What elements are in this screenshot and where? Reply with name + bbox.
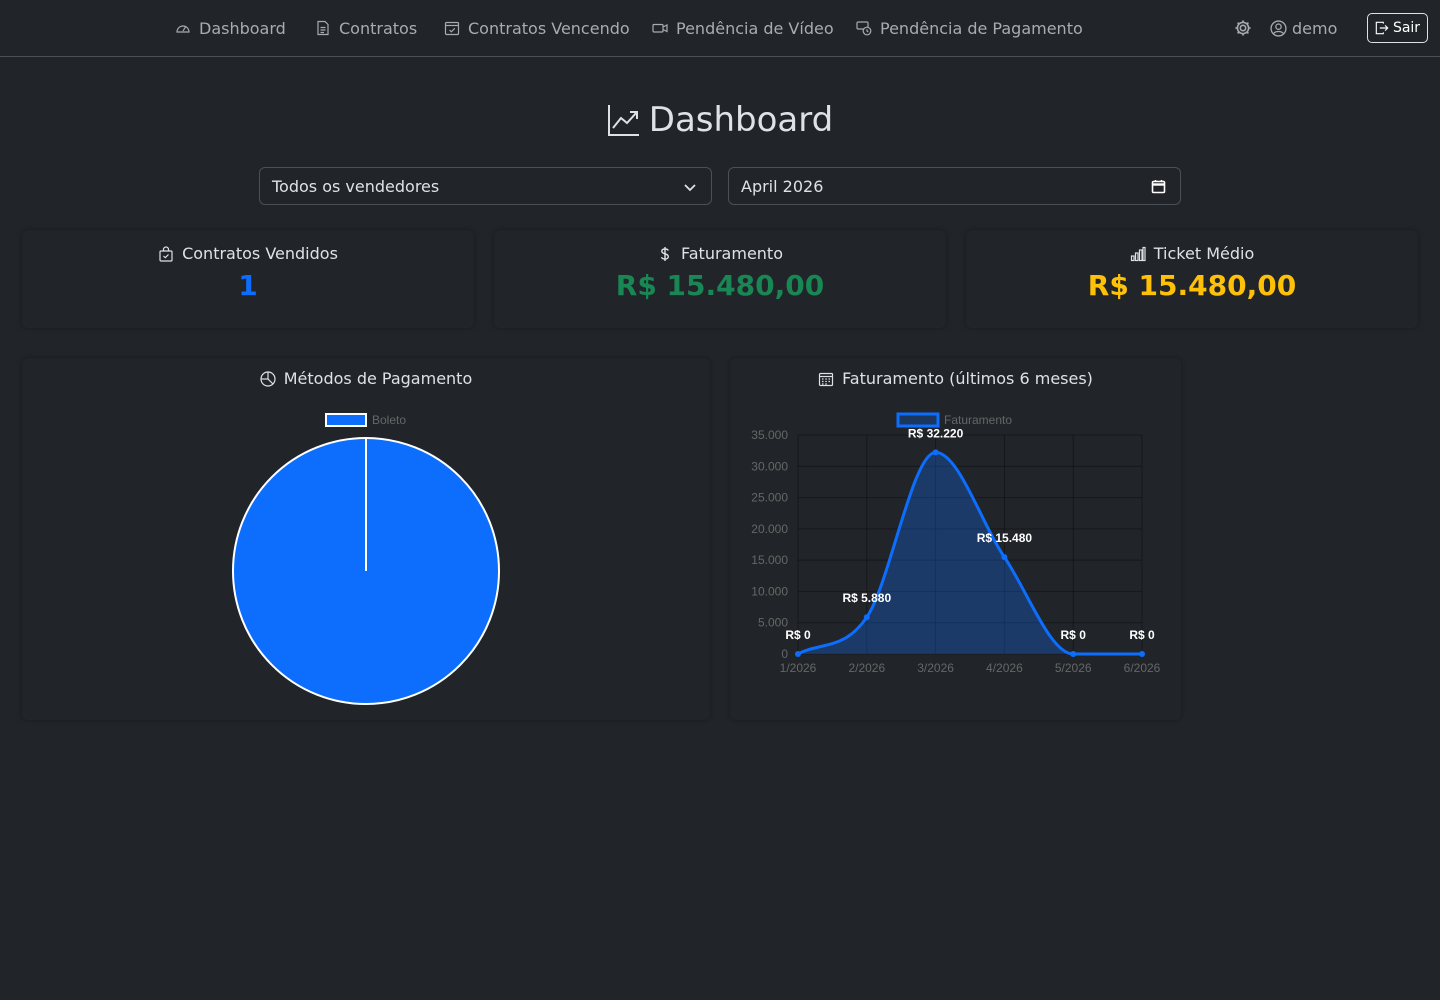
x-tick-label: 6/2026 — [1124, 661, 1161, 675]
nav-contratos[interactable]: Contratos — [315, 0, 417, 56]
y-tick-label: 20.000 — [751, 522, 788, 536]
vendedor-select-value: Todos os vendedores — [272, 176, 440, 196]
page-title: Dashboard — [0, 100, 1440, 140]
nav-pendencia-pagamento[interactable]: Pendência de Pagamento — [856, 0, 1083, 56]
stat-faturamento-label-row: Faturamento — [494, 244, 946, 263]
data-label: R$ 15.480 — [977, 531, 1033, 545]
user-name: demo — [1292, 18, 1338, 38]
navbar: Dashboard Contratos Contratos Vencendo P… — [0, 0, 1440, 57]
data-label: R$ 0 — [785, 628, 811, 642]
logout-button[interactable]: Sair — [1367, 13, 1428, 43]
nav-pendencia-video[interactable]: Pendência de Vídeo — [652, 0, 834, 56]
data-point — [1070, 651, 1077, 657]
calendar-grid-icon — [818, 372, 834, 386]
y-tick-label: 30.000 — [751, 459, 788, 473]
stat-contratos-value: 1 — [238, 269, 258, 302]
stat-ticket-value: R$ 15.480,00 — [1087, 269, 1297, 302]
chevron-down-icon — [684, 184, 696, 192]
data-point — [863, 614, 870, 621]
x-tick-label: 4/2026 — [986, 661, 1023, 675]
stat-contratos-label: Contratos Vendidos — [182, 244, 338, 263]
user-menu[interactable]: demo — [1270, 0, 1337, 56]
person-circle-icon — [1270, 19, 1287, 37]
stat-faturamento-label: Faturamento — [681, 244, 783, 263]
y-tick-label: 25.000 — [751, 491, 788, 505]
bar-chart-icon — [1130, 246, 1146, 261]
document-icon — [317, 20, 329, 36]
stat-contratos-label-row: Contratos Vendidos — [22, 244, 474, 263]
y-tick-label: 15.000 — [751, 553, 788, 567]
line-chart-header: Faturamento (últimos 6 meses) — [730, 369, 1181, 388]
cash-clock-icon — [856, 21, 872, 36]
pie-chart: Boleto — [232, 413, 500, 705]
speedometer-icon — [176, 25, 190, 33]
y-tick-label: 35.000 — [751, 428, 788, 442]
stat-ticket-label-row: Ticket Médio — [966, 244, 1418, 263]
data-label: R$ 32.220 — [908, 426, 964, 440]
line-chart: Faturamento 0 5.000 10.000 15.000 20.000 25.00… — [751, 412, 1161, 675]
x-tick-label: 1/2026 — [780, 661, 817, 675]
nav-contratos-vencendo[interactable]: Contratos Vencendo — [444, 0, 630, 56]
stat-contratos-vendidos: Contratos Vendidos 1 — [22, 230, 474, 328]
pie-chart-header: Métodos de Pagamento — [22, 369, 710, 388]
data-point — [795, 651, 801, 657]
gear-icon[interactable] — [1234, 19, 1252, 37]
data-point — [1001, 554, 1008, 561]
data-label: R$ 0 — [1129, 628, 1155, 642]
stat-ticket-label: Ticket Médio — [1153, 244, 1255, 263]
card-metodos-pagamento: Métodos de Pagamento Boleto — [22, 358, 710, 720]
data-label: R$ 0 — [1061, 628, 1087, 642]
stat-faturamento: Faturamento R$ 15.480,00 — [494, 230, 946, 328]
stat-ticket-medio: Ticket Médio R$ 15.480,00 — [966, 230, 1418, 328]
bag-check-icon — [159, 245, 173, 262]
nav-pendencia-pagamento-label: Pendência de Pagamento — [880, 18, 1083, 38]
x-tick-label: 2/2026 — [848, 661, 885, 675]
line-chart-title: Faturamento (últimos 6 meses) — [842, 369, 1093, 388]
stat-faturamento-value: R$ 15.480,00 — [615, 269, 825, 302]
pie-chart-title: Métodos de Pagamento — [283, 369, 473, 388]
camera-video-icon — [652, 23, 668, 33]
box-arrow-right-icon — [1375, 21, 1389, 35]
page-title-text: Dashboard — [648, 100, 834, 140]
nav-contratos-label: Contratos — [339, 18, 418, 38]
data-label: R$ 5.880 — [842, 591, 891, 605]
pie-chart-icon — [260, 370, 276, 387]
x-tick-label: 3/2026 — [917, 661, 954, 675]
logout-label: Sair — [1392, 20, 1421, 36]
calendar-check-icon — [444, 21, 460, 36]
data-point — [932, 449, 939, 456]
y-tick-label: 5.000 — [758, 616, 788, 630]
calendar-icon[interactable] — [1151, 179, 1166, 194]
month-input[interactable]: April 2026 — [728, 167, 1181, 205]
legend-label-faturamento: Faturamento — [944, 413, 1012, 427]
month-input-value: April 2026 — [741, 176, 824, 196]
vendedor-select[interactable]: Todos os vendedores — [259, 167, 712, 205]
nav-pendencia-video-label: Pendência de Vídeo — [676, 18, 834, 38]
y-tick-label: 0 — [781, 647, 788, 661]
nav-contratos-vencendo-label: Contratos Vencendo — [468, 18, 630, 38]
legend-label-boleto: Boleto — [372, 413, 406, 427]
card-faturamento-6-meses: Faturamento (últimos 6 meses) Faturament… — [730, 358, 1181, 720]
x-tick-label: 5/2026 — [1055, 661, 1092, 675]
currency-dollar-icon — [660, 246, 670, 261]
y-tick-label: 10.000 — [751, 584, 788, 598]
series-area-faturamento — [798, 452, 1142, 654]
nav-dashboard-label: Dashboard — [199, 18, 286, 38]
nav-dashboard[interactable]: Dashboard — [175, 0, 286, 56]
graph-up-icon — [607, 105, 639, 136]
legend-swatch-faturamento — [896, 412, 940, 428]
data-point — [1139, 651, 1145, 657]
legend-swatch-boleto — [325, 413, 367, 427]
